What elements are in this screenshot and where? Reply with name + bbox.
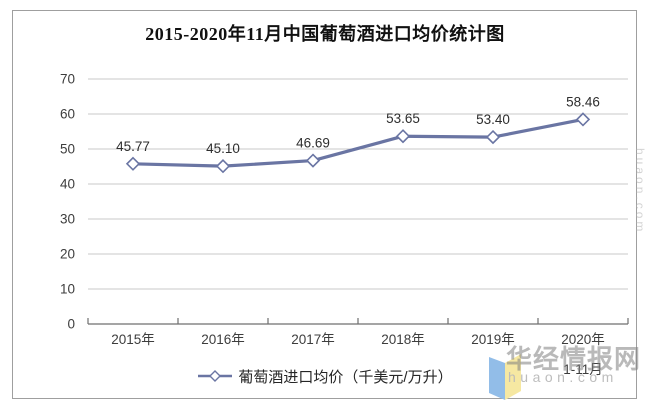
data-point-marker: [125, 156, 141, 171]
legend-marker-icon: [198, 370, 233, 382]
x-axis-label: 2015年: [111, 332, 155, 347]
data-point-marker: [485, 129, 501, 145]
chart-title: 2015-2020年11月中国葡萄酒进口均价统计图: [145, 24, 505, 44]
y-axis-label: 70: [60, 72, 75, 87]
y-axis-label: 50: [60, 142, 75, 157]
chart-frame: [12, 10, 637, 399]
y-axis-label: 20: [60, 247, 75, 262]
x-axis-label: 2017年: [291, 332, 335, 347]
data-label: 45.77: [116, 139, 150, 154]
data-label: 45.10: [206, 141, 240, 156]
x-axis-label-note: 1-11月: [563, 362, 603, 377]
data-point-marker: [395, 129, 411, 144]
plot-area: 0 10 20 30 40 50 60 70 2015年 2016年 2017年 2018年 2019年…: [60, 72, 629, 377]
brand-ribbon-icon: [489, 354, 521, 400]
side-site-watermark: huaon.com: [633, 148, 647, 235]
data-point-marker: [305, 153, 321, 168]
y-axis-label: 60: [60, 107, 75, 122]
data-label: 53.40: [476, 112, 510, 127]
site-watermark: huaon.com: [508, 369, 618, 385]
legend: 葡萄酒进口均价（千美元/万升）: [0, 366, 650, 386]
x-axis-label: 2016年: [201, 332, 245, 347]
data-label: 53.65: [386, 111, 420, 126]
x-axis-label: 2018年: [381, 332, 425, 347]
legend-label: 葡萄酒进口均价（千美元/万升）: [238, 368, 453, 386]
data-label: 58.46: [566, 94, 600, 109]
y-axis-label: 10: [60, 282, 75, 297]
data-point-marker: [215, 159, 231, 174]
y-axis-label: 30: [60, 212, 75, 227]
data-label: 46.69: [296, 136, 330, 151]
series-line: [131, 117, 585, 168]
x-axis-label: 2019年: [471, 332, 515, 347]
y-axis-label: 0: [67, 317, 75, 332]
data-point-marker: [575, 112, 591, 127]
x-axis-label: 2020年: [561, 332, 605, 347]
brand-watermark: 华经情报网: [506, 344, 642, 374]
y-axis-label: 40: [60, 177, 75, 192]
